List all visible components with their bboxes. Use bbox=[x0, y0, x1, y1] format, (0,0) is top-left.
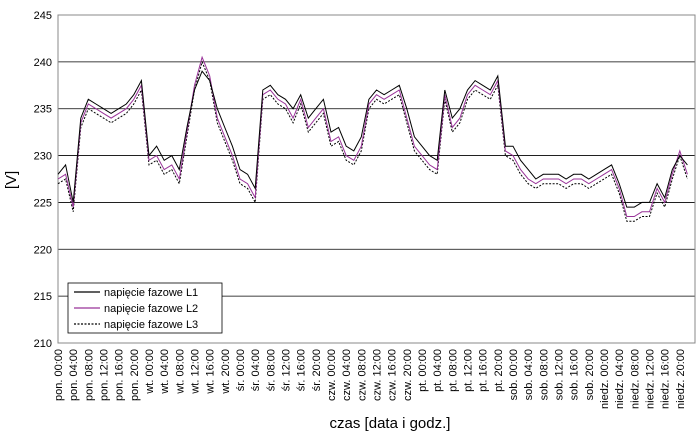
x-tick-label: niedz. 00:00 bbox=[599, 349, 611, 409]
x-tick-label: pon. 04:00 bbox=[68, 349, 80, 401]
x-tick-label: pt. 12:00 bbox=[463, 349, 475, 392]
y-tick-label: 245 bbox=[34, 10, 52, 22]
x-tick-label: śr. 08:00 bbox=[265, 349, 277, 391]
x-tick-label: sob. 04:00 bbox=[523, 349, 535, 400]
x-tick-label: pt. 08:00 bbox=[447, 349, 459, 392]
y-tick-label: 240 bbox=[34, 57, 52, 69]
x-tick-label: pt. 04:00 bbox=[432, 349, 444, 392]
legend-label: napięcie fazowe L1 bbox=[104, 287, 198, 299]
x-tick-label: niedz. 08:00 bbox=[629, 349, 641, 409]
x-axis-label: czas [data i godz.] bbox=[330, 415, 451, 432]
x-tick-label: sob. 08:00 bbox=[538, 349, 550, 400]
x-tick-label: sob. 20:00 bbox=[584, 349, 596, 400]
x-tick-label: czw. 00:00 bbox=[326, 349, 338, 401]
x-tick-label: pt. 00:00 bbox=[417, 349, 429, 392]
x-tick-label: śr. 04:00 bbox=[250, 349, 262, 391]
x-tick-label: wt. 16:00 bbox=[205, 349, 217, 395]
y-tick-label: 215 bbox=[34, 291, 52, 303]
x-tick-label: czw. 04:00 bbox=[341, 349, 353, 401]
x-tick-label: pon. 00:00 bbox=[53, 349, 65, 401]
x-tick-label: niedz. 04:00 bbox=[614, 349, 626, 409]
x-tick-label: sob. 16:00 bbox=[569, 349, 581, 400]
x-tick-label: sob. 00:00 bbox=[508, 349, 520, 400]
y-tick-label: 225 bbox=[34, 197, 52, 209]
x-tick-label: wt. 20:00 bbox=[220, 349, 232, 395]
x-tick-label: sob. 12:00 bbox=[554, 349, 566, 400]
x-tick-label: czw. 20:00 bbox=[402, 349, 414, 401]
x-tick-label: niedz. 16:00 bbox=[660, 349, 672, 409]
x-tick-label: wt. 12:00 bbox=[190, 349, 202, 395]
x-tick-label: śr. 16:00 bbox=[296, 349, 308, 391]
series-line bbox=[57, 70, 688, 208]
y-axis-label: [V] bbox=[3, 171, 20, 189]
x-tick-label: pt. 16:00 bbox=[478, 349, 490, 392]
series-line bbox=[57, 60, 688, 222]
x-tick-label: śr. 20:00 bbox=[311, 349, 323, 391]
y-tick-label: 210 bbox=[34, 338, 52, 350]
x-tick-label: śr. 00:00 bbox=[235, 349, 247, 391]
y-tick-label: 220 bbox=[34, 244, 52, 256]
x-tick-label: pt. 20:00 bbox=[493, 349, 505, 392]
x-tick-label: pon. 16:00 bbox=[114, 349, 126, 401]
x-tick-label: niedz. 20:00 bbox=[675, 349, 687, 409]
x-tick-label: śr. 12:00 bbox=[281, 349, 293, 391]
y-tick-label: 230 bbox=[34, 151, 52, 163]
x-tick-label: pon. 12:00 bbox=[99, 349, 111, 401]
series-line bbox=[57, 55, 688, 217]
x-tick-label: niedz. 12:00 bbox=[645, 349, 657, 409]
x-tick-label: wt. 04:00 bbox=[159, 349, 171, 395]
legend-label: napięcie fazowe L3 bbox=[104, 319, 198, 331]
legend-label: napięcie fazowe L2 bbox=[104, 303, 198, 315]
y-tick-label: 235 bbox=[34, 104, 52, 116]
x-tick-label: wt. 00:00 bbox=[144, 349, 156, 395]
x-tick-label: wt. 08:00 bbox=[174, 349, 186, 395]
x-tick-label: czw. 12:00 bbox=[372, 349, 384, 401]
x-tick-label: pon. 20:00 bbox=[129, 349, 141, 401]
x-tick-label: czw. 08:00 bbox=[356, 349, 368, 401]
x-tick-label: czw. 16:00 bbox=[387, 349, 399, 401]
x-tick-label: pon. 08:00 bbox=[83, 349, 95, 401]
